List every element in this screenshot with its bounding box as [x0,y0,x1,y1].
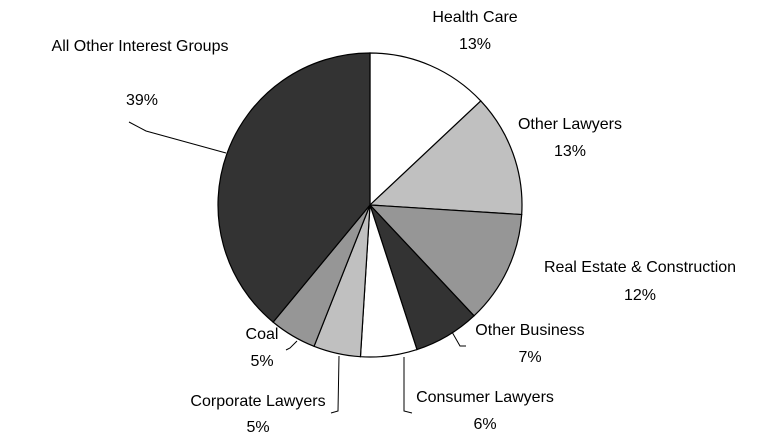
pie-slice [368,204,523,317]
value-label: 5% [250,353,273,370]
value-label: 5% [246,419,269,436]
slice-label: Health Care [432,9,517,26]
value-label: 7% [518,349,541,366]
leader-line [451,331,466,347]
pie-slice [369,52,482,207]
value-label: 13% [554,143,586,160]
slice-label: All Other Interest Groups [52,38,229,55]
leader-line [285,340,298,351]
slice-label: Coal [246,326,279,343]
value-label: 12% [624,287,656,304]
slice-label: Other Business [475,322,584,339]
slice-label: Other Lawyers [518,116,622,133]
value-label: 6% [473,416,496,433]
slice-label: Consumer Lawyers [416,389,554,406]
leader-line [330,355,340,414]
value-label: 39% [126,92,158,109]
leader-line [403,357,413,414]
value-label: 13% [459,36,491,53]
leader-line [128,121,227,154]
pie-slice [368,100,523,216]
pie-slice [217,52,371,323]
slice-label: Corporate Lawyers [190,393,325,410]
slice-label: Real Estate & Construction [544,259,736,276]
